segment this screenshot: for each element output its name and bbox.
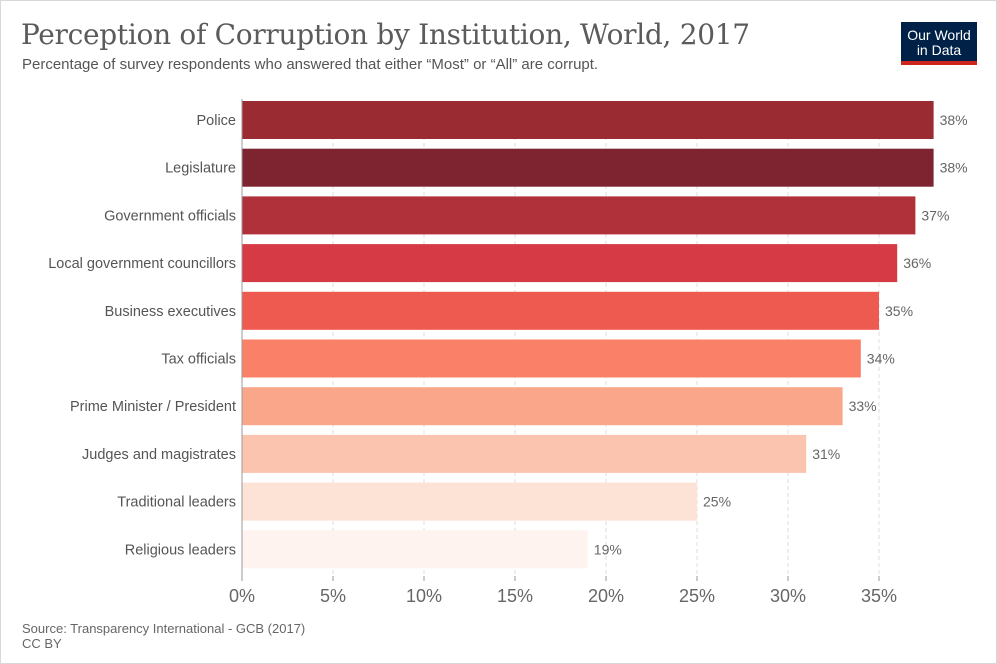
- category-label: Religious leaders: [125, 542, 236, 558]
- category-label: Tax officials: [161, 352, 236, 368]
- chart-subtitle: Percentage of survey respondents who ans…: [22, 56, 599, 73]
- logo-line-1: Our World: [907, 26, 971, 43]
- chart-footer: Source: Transparency International - GCB…: [22, 621, 305, 651]
- bar: [242, 244, 898, 283]
- category-label: Legislature: [165, 161, 236, 177]
- bar: [242, 291, 879, 330]
- value-label: 37%: [921, 207, 949, 223]
- license-note: CC BY: [22, 636, 62, 651]
- value-label: 31%: [812, 446, 840, 462]
- bar: [242, 530, 588, 569]
- x-tick-label: 15%: [497, 586, 533, 606]
- bar: [242, 387, 843, 426]
- x-tick-label: 20%: [588, 586, 624, 606]
- x-tick-label: 35%: [861, 586, 897, 606]
- category-label: Government officials: [104, 208, 236, 224]
- value-label: 36%: [903, 255, 931, 271]
- bar: [242, 339, 861, 378]
- value-label: 38%: [940, 160, 968, 176]
- source-note: Source: Transparency International - GCB…: [22, 621, 306, 636]
- owid-logo[interactable]: Our World in Data: [901, 22, 977, 65]
- logo-line-2: in Data: [916, 41, 962, 58]
- x-tick-label: 10%: [406, 586, 442, 606]
- category-label: Judges and magistrates: [82, 447, 236, 463]
- bar: [242, 196, 916, 235]
- chart-title: Perception of Corruption by Institution,…: [21, 18, 750, 51]
- category-label: Local government councillors: [48, 256, 236, 272]
- x-tick-label: 0%: [229, 586, 255, 606]
- value-label: 38%: [940, 112, 968, 128]
- value-label: 25%: [703, 494, 731, 510]
- category-label: Business executives: [105, 304, 236, 320]
- value-label: 19%: [594, 541, 622, 557]
- value-label: 34%: [867, 351, 895, 367]
- category-label: Traditional leaders: [117, 495, 236, 511]
- value-label: 35%: [885, 303, 913, 319]
- x-tick-label: 30%: [770, 586, 806, 606]
- bar: [242, 482, 697, 521]
- bar: [242, 148, 934, 187]
- category-label: Police: [197, 113, 237, 129]
- category-label: Prime Minister / President: [70, 399, 236, 415]
- bar: [242, 101, 934, 139]
- x-tick-label: 5%: [320, 586, 346, 606]
- x-tick-label: 25%: [679, 586, 715, 606]
- bar: [242, 434, 807, 473]
- value-label: 33%: [849, 398, 877, 414]
